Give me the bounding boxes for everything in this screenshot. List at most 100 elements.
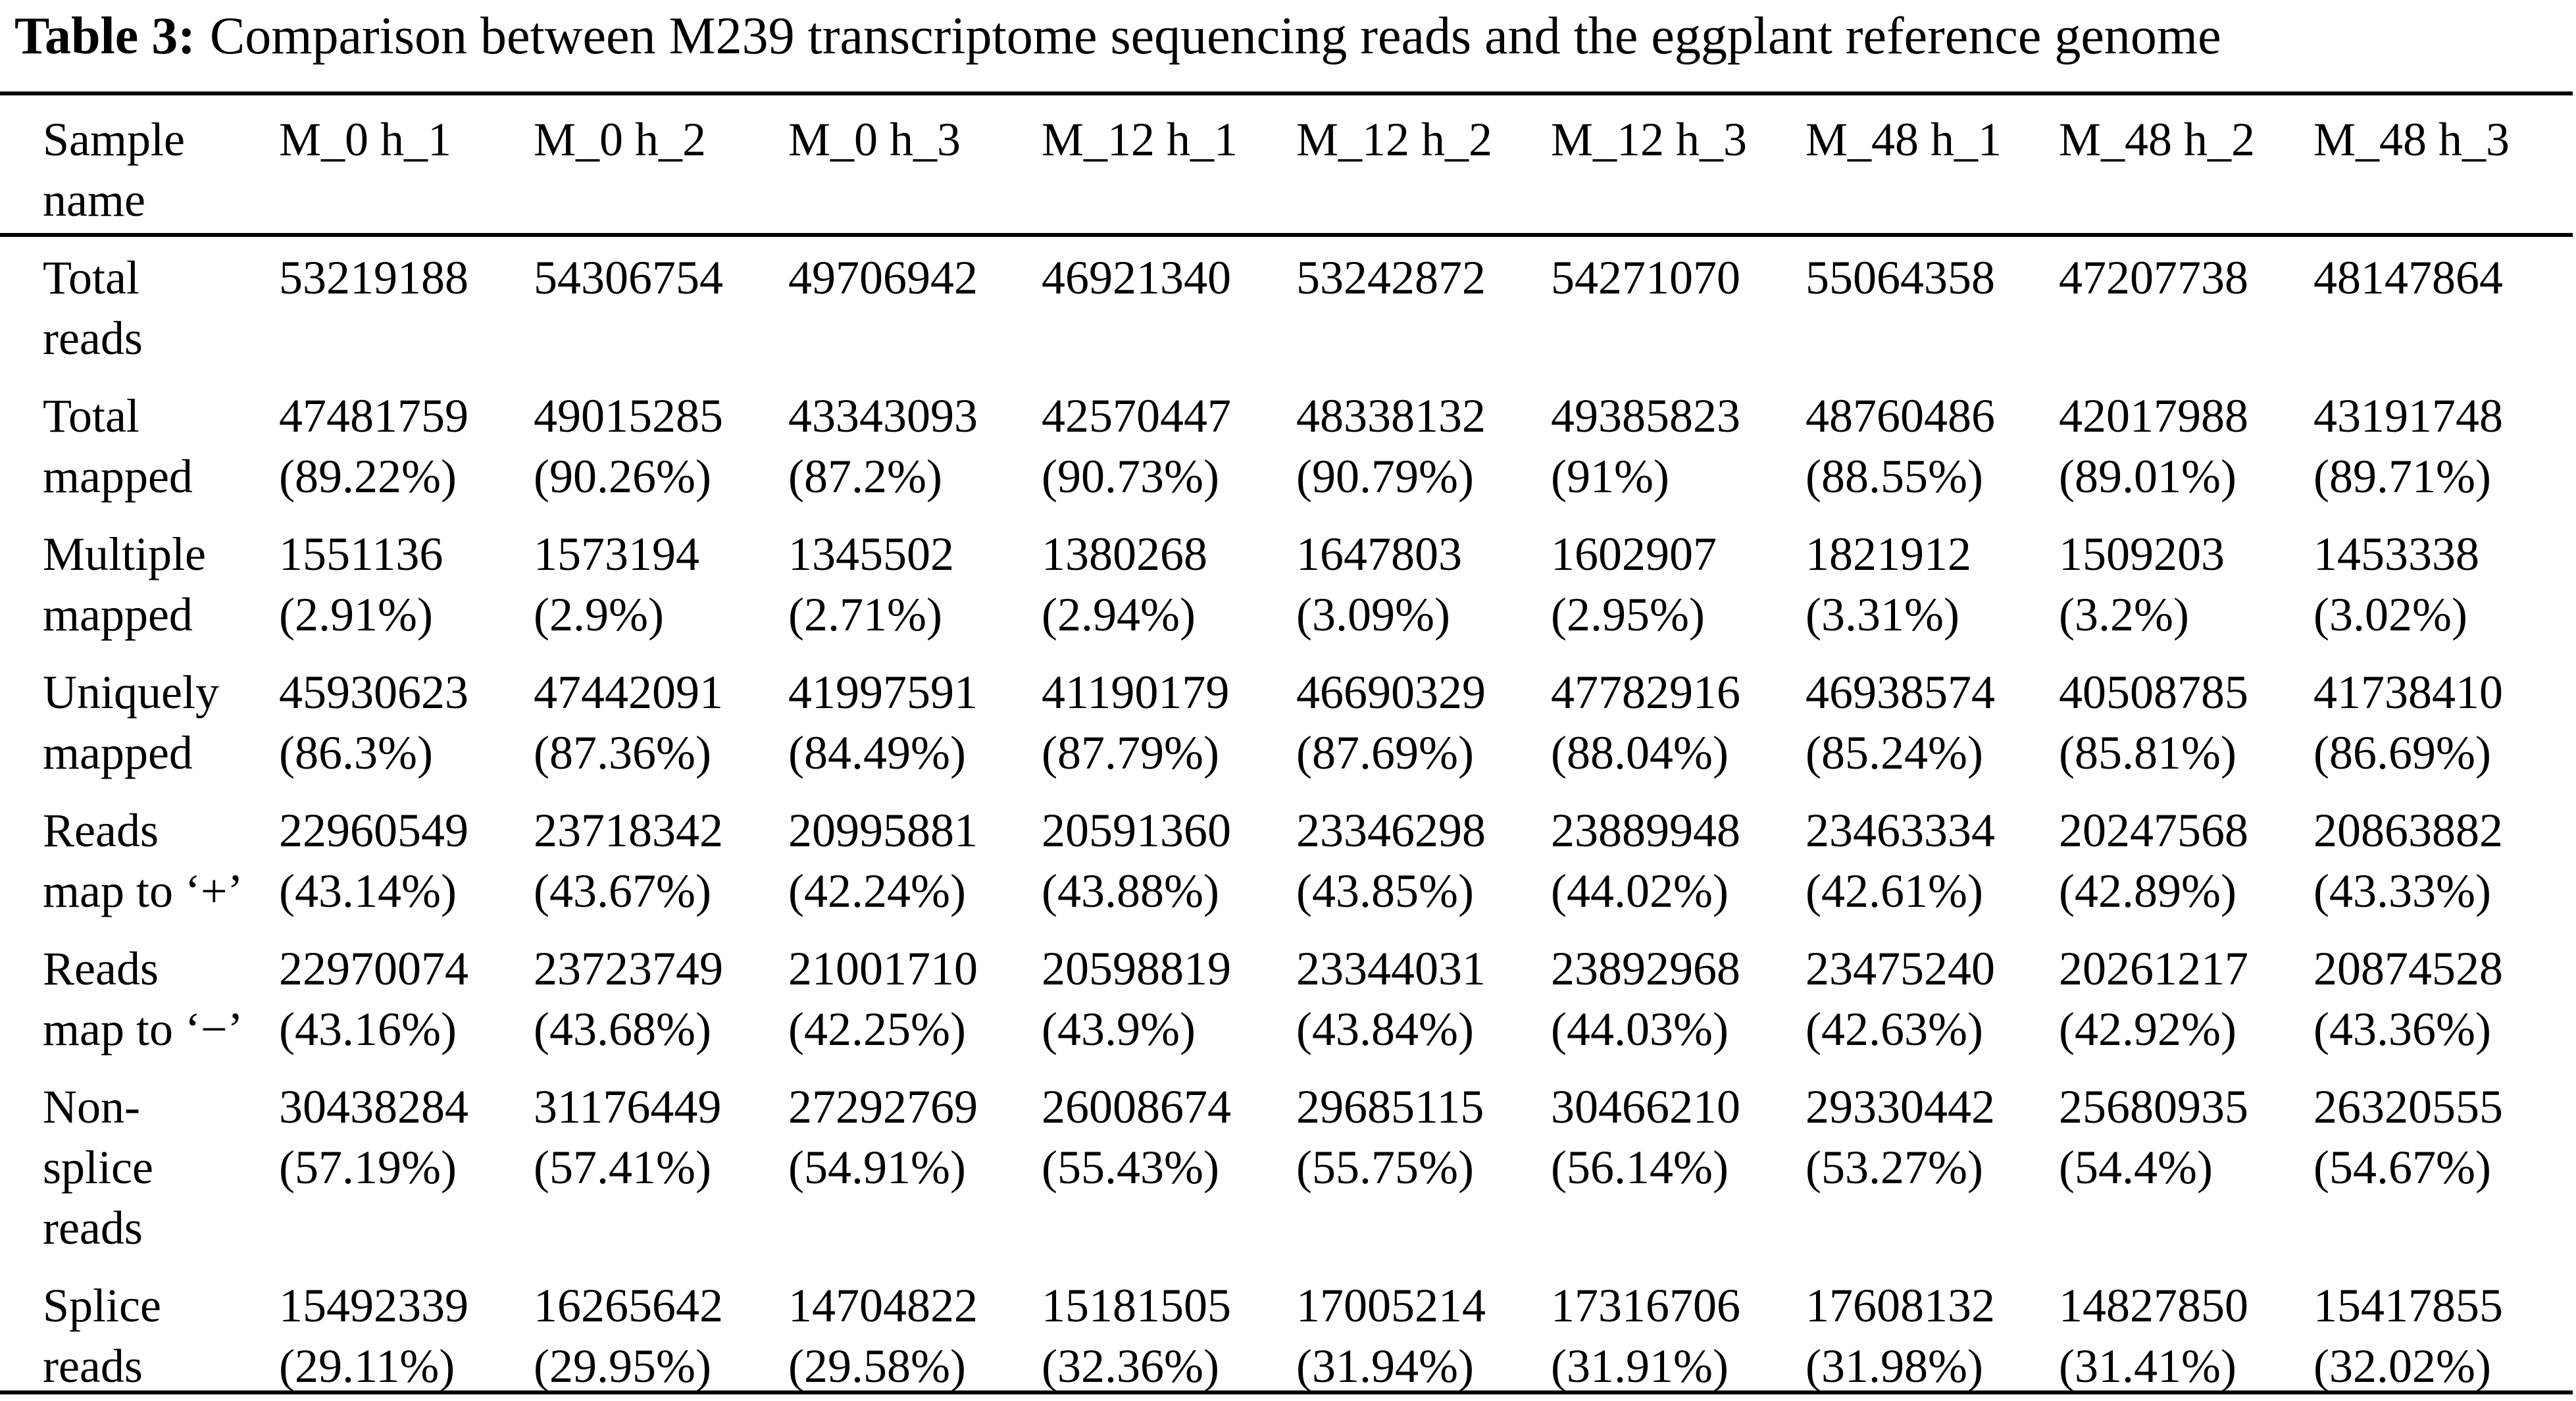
cell-line: 15417855 <box>2313 1279 2503 1332</box>
cell-line: 53219188 <box>279 251 468 304</box>
data-cell: 27292769 (54.91%) <box>788 1077 978 1198</box>
cell-line: (32.02%) <box>2313 1340 2491 1392</box>
data-cell: 54271070 <box>1551 247 1740 308</box>
data-cell: 46938574 (85.24%) <box>1806 662 1995 783</box>
cell-line: 1380268 <box>1042 528 1207 580</box>
cell-line: (29.58%) <box>788 1340 966 1392</box>
cell-line: M_12 h_3 <box>1551 113 1748 166</box>
cell-line: 41190179 <box>1042 666 1230 719</box>
data-cell: 14704822 (29.58%) <box>788 1275 978 1396</box>
cell-line: M_12 h_2 <box>1296 113 1493 166</box>
cell-line: 20874528 <box>2313 942 2503 995</box>
cell-line: 49385823 <box>1551 390 1740 442</box>
cell-line: (43.14%) <box>279 865 457 917</box>
cell-line: 43191748 <box>2313 390 2503 442</box>
cell-line: (44.03%) <box>1551 1003 1729 1056</box>
cell-line: 17316706 <box>1551 1279 1740 1332</box>
header-rule <box>0 233 2573 237</box>
cell-line: 15492339 <box>279 1279 468 1332</box>
cell-line: Non- <box>43 1081 140 1133</box>
cell-line: 41738410 <box>2313 666 2503 719</box>
cell-line: 23718342 <box>534 804 723 857</box>
header-cell: M_0 h_1 <box>279 109 451 170</box>
cell-line: (29.95%) <box>534 1340 711 1392</box>
cell-line: 42017988 <box>2059 390 2248 442</box>
header-label: Sample name <box>43 109 185 230</box>
data-cell: 41738410 (86.69%) <box>2313 662 2503 783</box>
data-cell: 53242872 <box>1296 247 1486 308</box>
cell-line: 45930623 <box>279 666 468 719</box>
cell-line: 48760486 <box>1806 390 1995 442</box>
cell-line: 46690329 <box>1296 666 1486 719</box>
cell-line: 1551136 <box>279 528 443 580</box>
data-cell: 55064358 <box>1806 247 1995 308</box>
data-cell: 29685115 (55.75%) <box>1296 1077 1484 1198</box>
cell-line: 1453338 <box>2313 528 2479 580</box>
data-cell: 47481759 (89.22%) <box>279 386 468 507</box>
data-cell: 29330442 (53.27%) <box>1806 1077 1995 1198</box>
cell-line: (86.3%) <box>279 726 433 779</box>
data-cell: 23346298 (43.85%) <box>1296 800 1486 921</box>
cell-line: 23723749 <box>534 942 723 995</box>
cell-line: mapped <box>43 588 193 641</box>
cell-line: (43.85%) <box>1296 865 1474 917</box>
cell-line: 26320555 <box>2313 1081 2503 1133</box>
cell-line: (85.24%) <box>1806 726 1983 779</box>
cell-line: (90.26%) <box>534 450 711 503</box>
cell-line: (89.01%) <box>2059 450 2236 503</box>
cell-line: M_12 h_1 <box>1042 113 1238 166</box>
cell-line: Uniquely <box>43 666 219 719</box>
cell-line: (42.92%) <box>2059 1003 2236 1056</box>
data-cell: 48760486 (88.55%) <box>1806 386 1995 507</box>
cell-line: 46938574 <box>1806 666 1995 719</box>
data-cell: 48338132 (90.79%) <box>1296 386 1486 507</box>
data-cell: 23718342 (43.67%) <box>534 800 723 921</box>
cell-line: Splice <box>43 1279 161 1332</box>
cell-line: 23889948 <box>1551 804 1740 857</box>
cell-line: (84.49%) <box>788 726 966 779</box>
cell-line: (85.81%) <box>2059 726 2236 779</box>
table-title: Table 3: Comparison between M239 transcri… <box>14 0 2221 72</box>
header-cell: M_0 h_2 <box>534 109 706 170</box>
cell-line: 47782916 <box>1551 666 1740 719</box>
data-cell: 22970074 (43.16%) <box>279 938 468 1059</box>
cell-line: (88.55%) <box>1806 450 1983 503</box>
data-cell: 20874528 (43.36%) <box>2313 938 2503 1059</box>
row-label: Reads map to ‘+’ <box>43 800 243 921</box>
cell-line: 14704822 <box>788 1279 978 1332</box>
row-label: Splice reads <box>43 1275 161 1396</box>
row-label: Uniquely mapped <box>43 662 219 783</box>
cell-line: 55064358 <box>1806 251 1995 304</box>
header-cell: M_48 h_3 <box>2313 109 2510 170</box>
bottom-rule <box>0 1390 2573 1394</box>
header-cell: M_12 h_2 <box>1296 109 1492 170</box>
cell-line: 47442091 <box>534 666 723 719</box>
cell-line: M_48 h_2 <box>2059 113 2256 166</box>
cell-line: M_0 h_2 <box>534 113 707 166</box>
data-cell: 53219188 <box>279 247 468 308</box>
top-rule <box>0 91 2573 95</box>
cell-line: 23892968 <box>1551 942 1740 995</box>
data-cell: 54306754 <box>534 247 723 308</box>
cell-line: Total <box>43 251 139 304</box>
cell-line: 1345502 <box>788 528 954 580</box>
row-label: Total reads <box>43 247 143 369</box>
cell-line: 21001710 <box>788 942 978 995</box>
cell-line: (31.98%) <box>1806 1340 1983 1392</box>
cell-line: 31176449 <box>534 1081 722 1133</box>
data-cell: 20598819 (43.9%) <box>1042 938 1231 1059</box>
data-cell: 20863882 (43.33%) <box>2313 800 2503 921</box>
data-cell: 42017988 (89.01%) <box>2059 386 2248 507</box>
data-cell: 23889948 (44.02%) <box>1551 800 1740 921</box>
cell-line: 26008674 <box>1042 1081 1231 1133</box>
row-label: Reads map to ‘−’ <box>43 938 243 1059</box>
cell-line: (56.14%) <box>1551 1141 1729 1194</box>
cell-line: (87.79%) <box>1042 726 1219 779</box>
cell-line: (29.11%) <box>279 1340 455 1392</box>
cell-line: (2.9%) <box>534 588 664 641</box>
cell-line: Sample <box>43 113 185 166</box>
cell-line: 54306754 <box>534 251 723 304</box>
cell-line: (87.36%) <box>534 726 711 779</box>
cell-line: 25680935 <box>2059 1081 2248 1133</box>
cell-line: 23463334 <box>1806 804 1995 857</box>
